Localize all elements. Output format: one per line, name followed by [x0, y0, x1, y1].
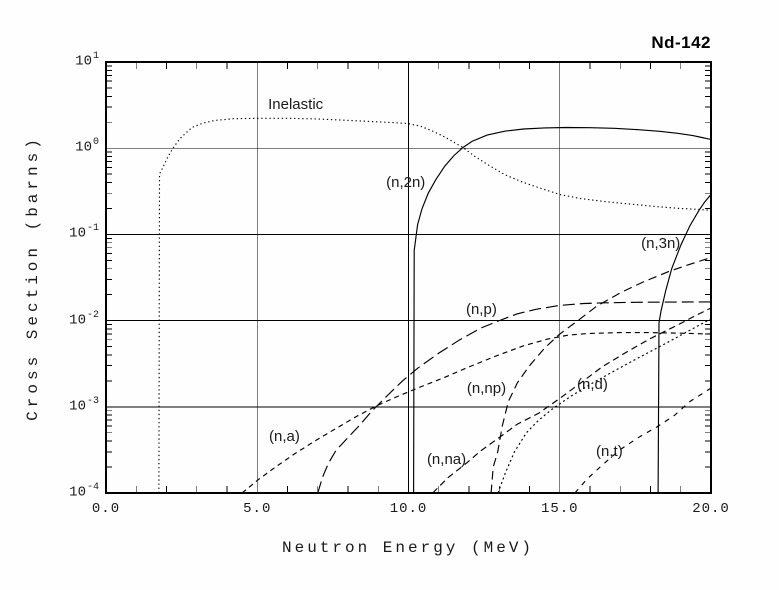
curve-label-nnp: (n,np): [466, 379, 507, 397]
plot-frame: [105, 61, 712, 494]
y-tick-label: 100: [75, 136, 99, 156]
curve-label-inelastic: Inelastic: [268, 96, 324, 114]
curve-nt: [574, 387, 712, 494]
y-tick-base: 10: [69, 226, 86, 243]
y-tick-label: 101: [75, 50, 99, 70]
y-tick-exponent: -1: [86, 223, 99, 235]
y-tick-exponent: 1: [92, 51, 99, 62]
curve-nna: [432, 307, 712, 494]
y-tick-label: 10-3: [69, 395, 99, 415]
y-tick-base: 10: [69, 398, 86, 415]
curve-label-nt: (n,t): [596, 443, 623, 461]
x-tick-label: 10.0: [389, 501, 428, 517]
curve-label-n3n: (n,3n): [641, 235, 681, 253]
x-axis-title: Neutron Energy (MeV): [281, 539, 535, 557]
curve-nd: [497, 318, 712, 494]
y-tick-exponent: -4: [86, 482, 99, 493]
y-tick-base: 10: [69, 312, 86, 329]
grid-lines: [106, 62, 711, 493]
curve-label-na: (n,a): [269, 428, 300, 446]
curve-n3n: [657, 194, 712, 494]
y-tick-label: 10-1: [69, 222, 99, 243]
y-tick-exponent: 0: [92, 137, 99, 149]
curve-n2n: [413, 126, 712, 494]
y-tick-label: 10-4: [69, 481, 99, 501]
y-tick-exponent: -3: [86, 395, 99, 407]
x-tick-label: 15.0: [540, 501, 579, 517]
x-tick-label: 0.0: [91, 501, 121, 517]
chart-title: Nd-142: [651, 33, 711, 52]
curve-label-nd: (n,d): [576, 376, 608, 394]
curve-np: [317, 301, 711, 494]
y-tick-exponent: -2: [86, 309, 99, 321]
y-tick-base: 10: [75, 53, 92, 70]
x-tick-label: 5.0: [243, 501, 272, 517]
y-tick-base: 10: [75, 139, 92, 156]
y-tick-base: 10: [69, 484, 86, 501]
curve-label-nna: (n,na): [426, 450, 467, 468]
curve-inelastic: [158, 117, 712, 494]
curve-na: [241, 332, 712, 494]
curves: [158, 117, 712, 494]
minor-ticks: [106, 62, 711, 493]
curve-label-n2n: (n,2n): [386, 173, 426, 191]
curve-nnp: [490, 256, 712, 494]
x-tick-label: 20.0: [692, 501, 730, 517]
curve-label-np: (n,p): [465, 301, 497, 319]
y-tick-label: 10-2: [69, 309, 99, 329]
